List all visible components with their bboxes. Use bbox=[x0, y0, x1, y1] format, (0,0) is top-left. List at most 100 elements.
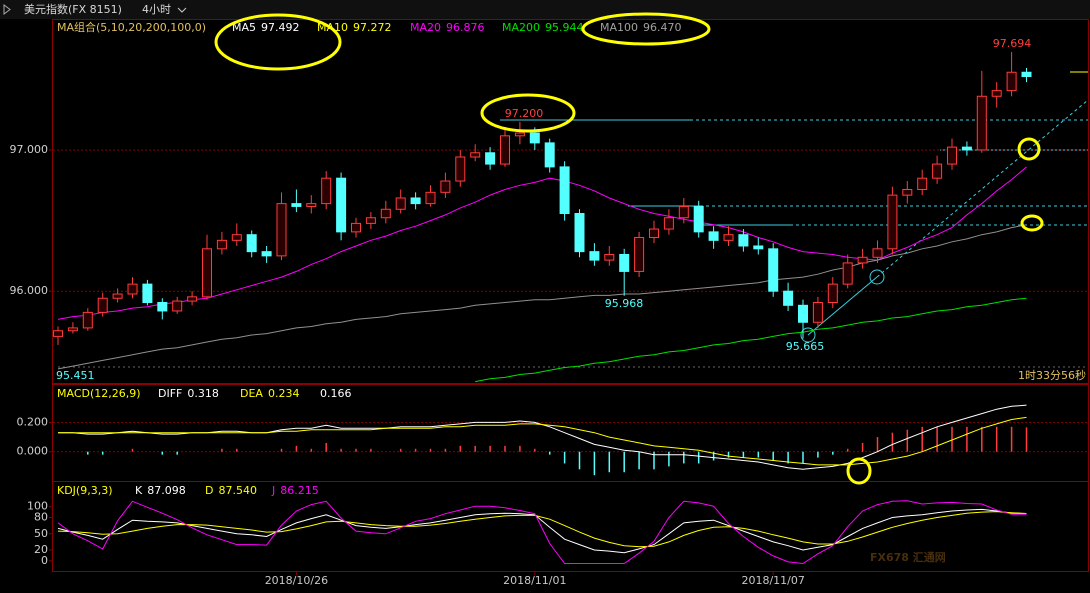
candle-body bbox=[842, 262, 853, 285]
candle-body bbox=[351, 222, 361, 233]
candle-body bbox=[53, 330, 63, 337]
legend-value: 87.540 bbox=[218, 484, 257, 497]
candle-body bbox=[768, 248, 779, 292]
legend-entry: K 87.098 bbox=[135, 484, 186, 497]
candle-body bbox=[485, 152, 496, 165]
legend-name: D bbox=[205, 484, 213, 497]
candle-body bbox=[187, 296, 198, 302]
candle-body bbox=[827, 283, 838, 303]
legend-entry: MA20 96.876 bbox=[410, 21, 485, 34]
candle-body bbox=[812, 301, 823, 323]
y-tick-label: 0.200 bbox=[17, 415, 49, 428]
back-icon[interactable] bbox=[3, 4, 11, 15]
candle-body bbox=[261, 251, 272, 257]
legend-value: 87.098 bbox=[147, 484, 186, 497]
macd-value: 0.166 bbox=[320, 387, 352, 400]
candle-body bbox=[395, 197, 406, 210]
indicator-title: KDJ(9,3,3) bbox=[57, 484, 113, 497]
legend-entry: MA200 95.944 bbox=[502, 21, 584, 34]
candle-body bbox=[202, 248, 212, 298]
indicator-line bbox=[475, 297, 1027, 383]
legend-value: 86.215 bbox=[280, 484, 319, 497]
y-tick-label: 0.000 bbox=[17, 445, 49, 458]
x-tick-label: 2018/10/26 bbox=[265, 574, 328, 587]
legend-name: MA100 bbox=[600, 21, 638, 34]
period-dropdown[interactable] bbox=[177, 7, 187, 13]
watermark: FX678 汇通网 bbox=[870, 551, 946, 564]
legend-entry: MA5 97.492 bbox=[232, 21, 300, 34]
candle-body bbox=[798, 304, 808, 323]
candle-body bbox=[246, 234, 257, 253]
highlight-marks bbox=[214, 12, 1044, 485]
candle-body bbox=[649, 228, 659, 239]
legend-value: 0.318 bbox=[187, 387, 219, 400]
candle-body bbox=[589, 251, 600, 261]
period[interactable]: 4小时 bbox=[142, 3, 171, 16]
candle-body bbox=[157, 301, 168, 312]
candle-body bbox=[783, 290, 794, 306]
candle-body bbox=[932, 163, 943, 179]
indicator-title: MACD(12,26,9) bbox=[57, 387, 141, 400]
legend-entry: MA100 96.470 bbox=[600, 21, 682, 34]
candle-body bbox=[723, 234, 734, 241]
candle-body bbox=[306, 203, 317, 207]
candle-body bbox=[500, 135, 510, 165]
candle-body bbox=[872, 248, 883, 258]
candle-body bbox=[231, 234, 242, 241]
candle-body bbox=[97, 297, 108, 313]
candle-body bbox=[291, 203, 302, 207]
price-annotation: 97.694 bbox=[993, 37, 1032, 50]
candle-body bbox=[1021, 71, 1032, 77]
candle-body bbox=[321, 177, 332, 205]
candle-body bbox=[559, 166, 570, 215]
candle-body bbox=[678, 205, 689, 219]
y-tick-label: 0 bbox=[41, 554, 48, 567]
legend-name: MA200 bbox=[502, 21, 540, 34]
legend-value: 0.234 bbox=[268, 387, 300, 400]
y-tick-label: 97.000 bbox=[10, 143, 49, 156]
candle-body bbox=[365, 217, 376, 224]
candle-body bbox=[112, 293, 123, 299]
candle-body bbox=[544, 142, 555, 168]
candle-body bbox=[634, 237, 645, 272]
indicator-line bbox=[58, 416, 1027, 466]
candle-body bbox=[470, 152, 481, 158]
candle-body bbox=[142, 283, 153, 303]
y-tick-label: 20 bbox=[34, 543, 48, 556]
candle-body bbox=[961, 146, 972, 151]
x-tick-label: 2018/11/07 bbox=[741, 574, 804, 587]
candle-body bbox=[917, 177, 928, 190]
y-tick-label: 50 bbox=[34, 527, 48, 540]
panel-frames bbox=[52, 19, 1089, 572]
candle-body bbox=[67, 327, 78, 332]
legend-name: DIFF bbox=[158, 387, 182, 400]
legend-name: MA20 bbox=[410, 21, 441, 34]
legend-value: 97.492 bbox=[261, 21, 300, 34]
candle-body bbox=[82, 311, 93, 329]
legend-name: J bbox=[271, 484, 275, 497]
candle-body bbox=[127, 283, 138, 295]
legend-value: 97.272 bbox=[353, 21, 392, 34]
candle-body bbox=[857, 256, 868, 264]
candle-body bbox=[172, 300, 183, 312]
candle-body bbox=[693, 205, 704, 233]
indicator-line bbox=[57, 511, 1027, 548]
x-tick-label: 2018/11/01 bbox=[503, 574, 566, 587]
indicator-line bbox=[57, 500, 1027, 565]
legend-name: K bbox=[135, 484, 143, 497]
candle-body bbox=[604, 253, 615, 261]
y-tick-label: 100 bbox=[27, 500, 48, 513]
candle-body bbox=[455, 156, 466, 182]
legend-value: 96.470 bbox=[643, 21, 682, 34]
legend-value: 95.944 bbox=[545, 21, 584, 34]
legend-value: 96.876 bbox=[446, 21, 485, 34]
candle-body bbox=[216, 239, 227, 250]
price-annotation: 95.665 bbox=[786, 340, 825, 353]
candle-body bbox=[1006, 71, 1017, 92]
price-annotation: 97.200 bbox=[505, 107, 544, 120]
candle-body bbox=[380, 208, 391, 219]
countdown: 1时33分56秒 bbox=[1018, 368, 1086, 382]
price-annotation: 95.968 bbox=[605, 297, 644, 310]
